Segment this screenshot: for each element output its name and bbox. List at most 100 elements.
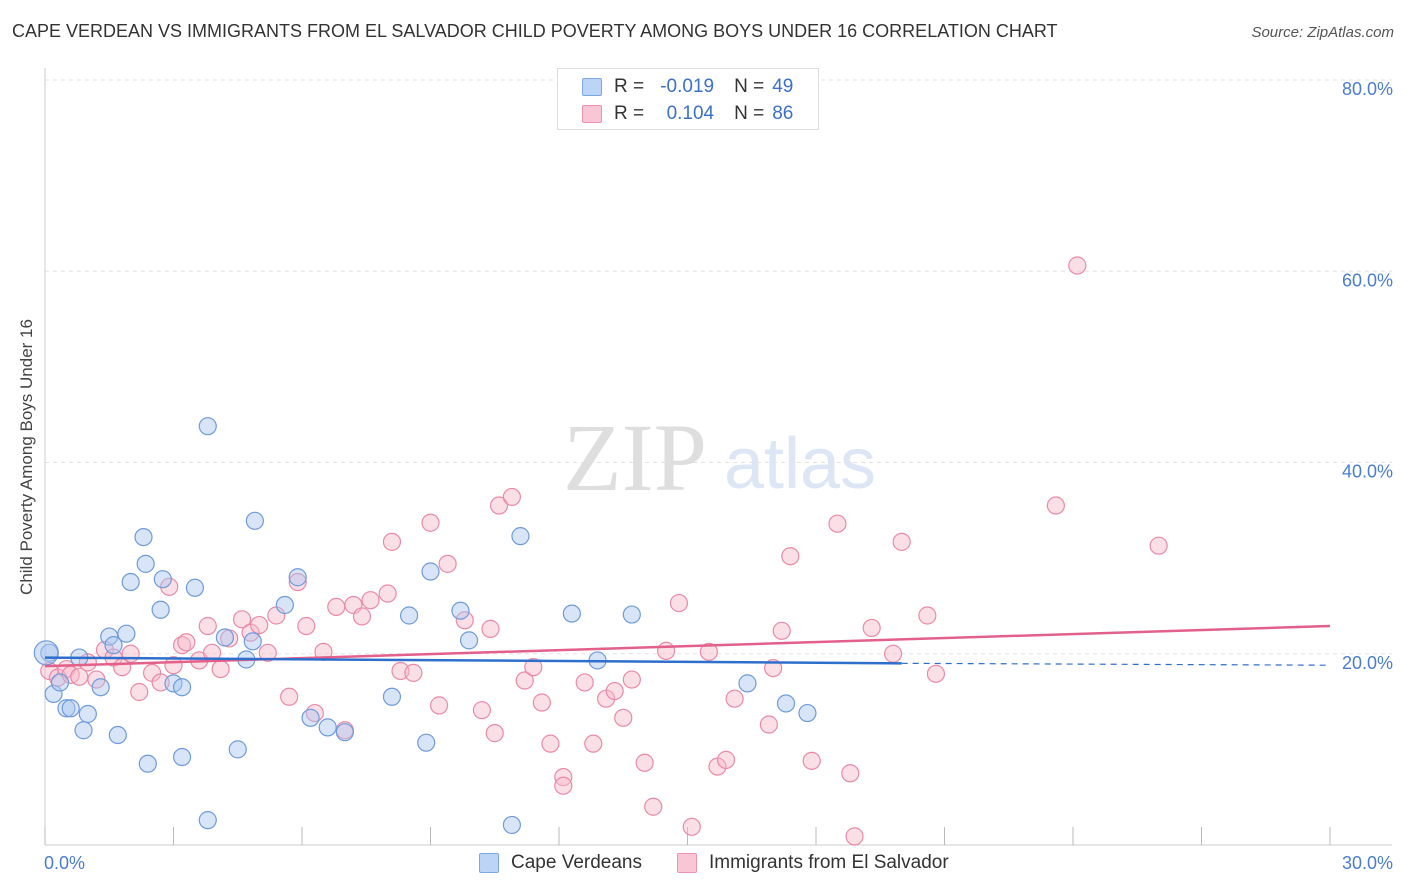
- n-value: 86: [772, 103, 794, 124]
- data-point-el-salvador: [918, 606, 937, 625]
- data-point-cape-verdean: [61, 699, 80, 718]
- legend-swatch-blue: [479, 853, 499, 873]
- legend-item-el-salvador[interactable]: Immigrants from El Salvador: [677, 852, 949, 874]
- trend-line-el-salvador: [44, 624, 1331, 668]
- data-point-cape-verdean: [511, 527, 530, 546]
- legend-item-cape-verdeans[interactable]: Cape Verdeans: [479, 852, 642, 874]
- legend-swatch-blue: [582, 78, 602, 96]
- data-point-cape-verdean: [198, 417, 217, 436]
- data-point-el-salvador: [481, 619, 500, 638]
- data-point-el-salvador: [250, 615, 269, 635]
- r-label: R =: [614, 76, 645, 97]
- trend-lines: [44, 624, 1331, 668]
- r-value: 0.104: [666, 103, 715, 124]
- data-point-el-salvador: [644, 797, 663, 816]
- data-point-cape-verdean: [622, 605, 641, 624]
- data-point-el-salvador: [725, 689, 744, 708]
- data-point-el-salvador: [759, 715, 778, 734]
- data-point-cape-verdean: [136, 554, 155, 573]
- data-point-el-salvador: [554, 776, 573, 795]
- data-point-cape-verdean: [245, 511, 264, 530]
- correlation-legend: R = -0.019 N = 49 R = 0.104 N = 86: [557, 68, 819, 130]
- data-point-cape-verdean: [78, 704, 97, 724]
- data-point-el-salvador: [211, 659, 230, 679]
- data-point-cape-verdean: [275, 595, 294, 615]
- legend-swatch-pink: [677, 853, 697, 873]
- legend-row-cape-verdeans: R = -0.019 N = 49: [582, 74, 793, 100]
- data-point-el-salvador: [524, 658, 543, 677]
- data-point-el-salvador: [845, 827, 864, 846]
- watermark-atlas: atlas: [724, 424, 876, 504]
- data-point-cape-verdean: [74, 721, 93, 740]
- data-point-cape-verdean: [451, 601, 470, 620]
- data-point-el-salvador: [635, 753, 654, 772]
- data-point-el-salvador: [421, 513, 440, 532]
- data-point-cape-verdean: [417, 733, 436, 752]
- data-point-el-salvador: [198, 616, 217, 636]
- data-point-cape-verdean: [164, 674, 183, 693]
- trend-line-cape-verdean: [44, 656, 902, 665]
- data-point-el-salvador: [121, 644, 140, 663]
- watermark: ZIP atlas: [563, 404, 876, 511]
- watermark-zip: ZIP: [563, 404, 707, 511]
- data-point-cape-verdean: [172, 678, 192, 697]
- data-point-cape-verdean: [798, 703, 817, 723]
- data-point-cape-verdean: [121, 572, 140, 592]
- data-point-cape-verdean: [228, 740, 247, 759]
- data-point-cape-verdean: [562, 604, 581, 623]
- legend-label: Immigrants from El Salvador: [709, 852, 949, 873]
- data-point-cape-verdean: [117, 624, 136, 643]
- data-point-el-salvador: [1149, 536, 1168, 555]
- data-point-cape-verdean: [421, 562, 440, 581]
- data-point-el-salvador: [802, 751, 821, 770]
- data-point-el-salvador: [489, 496, 509, 515]
- data-point-cape-verdean: [399, 606, 419, 625]
- legend-row-el-salvador: R = 0.104 N = 86: [582, 101, 793, 127]
- data-point-el-salvador: [258, 643, 277, 662]
- data-point-el-salvador: [404, 663, 423, 682]
- data-point-el-salvador: [280, 687, 299, 706]
- data-point-el-salvador: [130, 682, 149, 702]
- data-point-cape-verdean: [33, 640, 59, 666]
- data-point-el-salvador: [926, 664, 946, 683]
- data-point-el-salvador: [232, 610, 252, 629]
- series-el-salvador-points: [40, 256, 1168, 846]
- data-point-cape-verdean: [776, 694, 796, 713]
- data-point-el-salvador: [1068, 256, 1087, 275]
- trend-line-cape-verdean-extension: [901, 662, 1331, 666]
- data-point-el-salvador: [764, 658, 783, 678]
- data-point-el-salvador: [455, 611, 474, 630]
- data-point-el-salvador: [541, 734, 560, 753]
- data-point-cape-verdean: [44, 684, 63, 704]
- data-point-cape-verdean: [243, 632, 262, 651]
- n-label: N =: [734, 103, 765, 124]
- legend-swatch-pink: [582, 105, 602, 123]
- data-point-el-salvador: [438, 554, 457, 573]
- data-point-cape-verdean: [185, 578, 205, 597]
- data-point-el-salvador: [515, 671, 534, 690]
- grid-lines: [45, 79, 1392, 655]
- data-point-cape-verdean: [301, 708, 320, 727]
- data-point-el-salvador: [605, 681, 624, 701]
- data-point-cape-verdean: [134, 527, 153, 547]
- data-point-el-salvador: [361, 591, 380, 610]
- series-legend: Cape Verdeans Immigrants from El Salvado…: [0, 852, 1406, 878]
- data-point-cape-verdean: [502, 815, 521, 835]
- y-tick-label: 60.0%: [1342, 270, 1393, 290]
- data-point-cape-verdean: [335, 723, 354, 742]
- data-point-el-salvador: [151, 673, 170, 692]
- data-point-el-salvador: [892, 532, 911, 551]
- y-tick-label: 40.0%: [1342, 462, 1393, 482]
- data-point-el-salvador: [772, 621, 791, 640]
- data-point-el-salvador: [699, 642, 719, 661]
- data-point-cape-verdean: [91, 678, 110, 697]
- data-point-el-salvador: [378, 584, 397, 603]
- data-point-el-salvador: [883, 644, 903, 663]
- data-point-cape-verdean: [215, 628, 234, 647]
- data-point-el-salvador: [485, 724, 504, 743]
- data-point-el-salvador: [622, 670, 641, 689]
- data-point-el-salvador: [532, 693, 551, 712]
- legend-label: Cape Verdeans: [511, 852, 642, 873]
- r-value: -0.019: [660, 76, 715, 97]
